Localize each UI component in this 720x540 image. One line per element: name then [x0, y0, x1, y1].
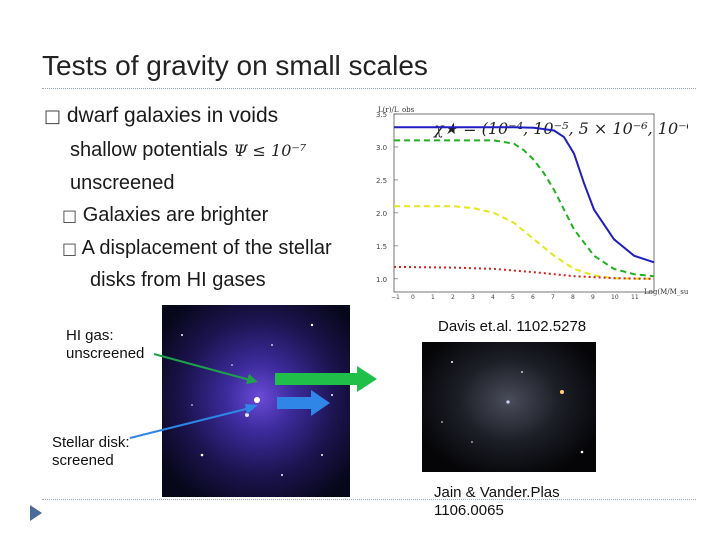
bullet-glyph: □: [44, 106, 62, 127]
sub-bullet-glyph: □: [62, 206, 78, 225]
title-divider: [42, 88, 696, 89]
sub-bullet-displacement: □ A displacement of the stellar: [62, 237, 332, 260]
dwarf-galaxy-image-optical: [422, 342, 596, 472]
potential-math: Ψ ≤ 10⁻⁷: [233, 141, 307, 160]
sub-bullet-brighter: □ Galaxies are brighter: [62, 204, 268, 227]
x-tick-label: 5: [511, 294, 515, 300]
slide-nav-icon[interactable]: [30, 505, 42, 521]
footer-divider: [42, 499, 696, 500]
x-tick-label: 4: [491, 294, 495, 300]
x-tick-label: 7: [551, 294, 555, 300]
y-tick-label: 1.5: [376, 243, 387, 251]
slide-title: Tests of gravity on small scales: [42, 50, 428, 81]
y-tick-label: 2.5: [376, 177, 387, 185]
plot-xlabel: Log(M/M_sun): [644, 288, 688, 296]
sub-bullet-glyph: □: [62, 239, 78, 258]
y-tick-label: 3.0: [376, 144, 387, 152]
plot-ylabel: L(r)/L_obs: [378, 106, 415, 114]
luminosity-plot: χ★ = (10⁻⁴, 10⁻⁵, 5 × 10⁻⁶, 10⁻⁶) L(r)/L…: [372, 98, 699, 301]
caption-jain: Jain & Vander.Plas 1106.0065: [434, 484, 560, 520]
x-tick-label: 6: [531, 294, 535, 300]
x-tick-label: 9: [591, 294, 595, 300]
y-tick-label: 2.0: [376, 210, 387, 218]
x-tick-label: 8: [571, 294, 575, 300]
line-shallow: shallow potentials Ψ ≤ 10⁻⁷: [70, 139, 306, 162]
x-tick-label: −1: [391, 294, 400, 300]
series-line-2: [394, 139, 655, 278]
x-tick-label: 3: [471, 294, 475, 300]
displacement-arrow-blue: [277, 397, 311, 409]
sub-bullet-brighter-text: Galaxies are brighter: [82, 204, 269, 226]
displacement-arrow-green: [275, 373, 357, 385]
caption-hi-gas: HI gas: unscreened: [66, 327, 144, 363]
x-tick-label: 0: [411, 294, 415, 300]
caption-hi-gas-line1: HI gas:: [66, 327, 114, 344]
caption-stellar: Stellar disk: screened: [52, 434, 130, 470]
caption-stellar-line2: screened: [52, 452, 114, 469]
displacement-arrow-green-head: [357, 366, 377, 392]
caption-jain-line1: Jain & Vander.Plas: [434, 484, 560, 501]
series-line-3: [394, 205, 654, 280]
series-line-1: [394, 126, 655, 264]
x-tick-label: 1: [431, 294, 435, 300]
starfield-2: [441, 361, 584, 454]
stellar-pointer: [129, 407, 251, 439]
line-shallow-text: shallow potentials: [70, 139, 228, 161]
starfield-1: [181, 323, 333, 476]
caption-hi-gas-line2: unscreened: [66, 345, 145, 362]
x-tick-label: 2: [451, 294, 455, 300]
sub-bullet-displacement-cont: disks from HI gases: [90, 269, 266, 291]
hi-gas-pointer: [153, 353, 251, 381]
plot-ticks: 3.5 3.0 2.5 2.0 1.5 1.0 −1 0 1 2 3 4 5 6 7 8 9 10 11: [376, 111, 639, 301]
x-tick-label: 11: [631, 294, 639, 300]
caption-stellar-line1: Stellar disk:: [52, 434, 130, 451]
caption-jain-line2: 1106.0065: [434, 502, 504, 519]
sub-bullet-displacement-text: A displacement of the stellar: [81, 237, 332, 259]
plot-svg: χ★ = (10⁻⁴, 10⁻⁵, 5 × 10⁻⁶, 10⁻⁶) L(r)/L…: [376, 106, 699, 301]
bullet-main-text: dwarf galaxies in voids: [66, 104, 279, 127]
series-line-4: [393, 265, 655, 280]
y-tick-label: 3.5: [376, 111, 387, 119]
x-tick-label: 10: [611, 294, 619, 300]
bullet-main: □ dwarf galaxies in voids: [44, 104, 278, 128]
plot-lines: [393, 126, 655, 280]
displacement-arrow-blue-head: [311, 390, 330, 416]
line-unscreened: unscreened: [70, 172, 175, 194]
plot-equation: χ★ = (10⁻⁴, 10⁻⁵, 5 × 10⁻⁶, 10⁻⁶): [433, 119, 688, 138]
hi-gas-pointer-head: [246, 374, 258, 384]
caption-davis: Davis et.al. 1102.5278: [438, 318, 587, 335]
plot-frame: [393, 113, 655, 293]
stellar-pointer-head: [245, 404, 258, 414]
y-tick-label: 1.0: [376, 276, 387, 284]
